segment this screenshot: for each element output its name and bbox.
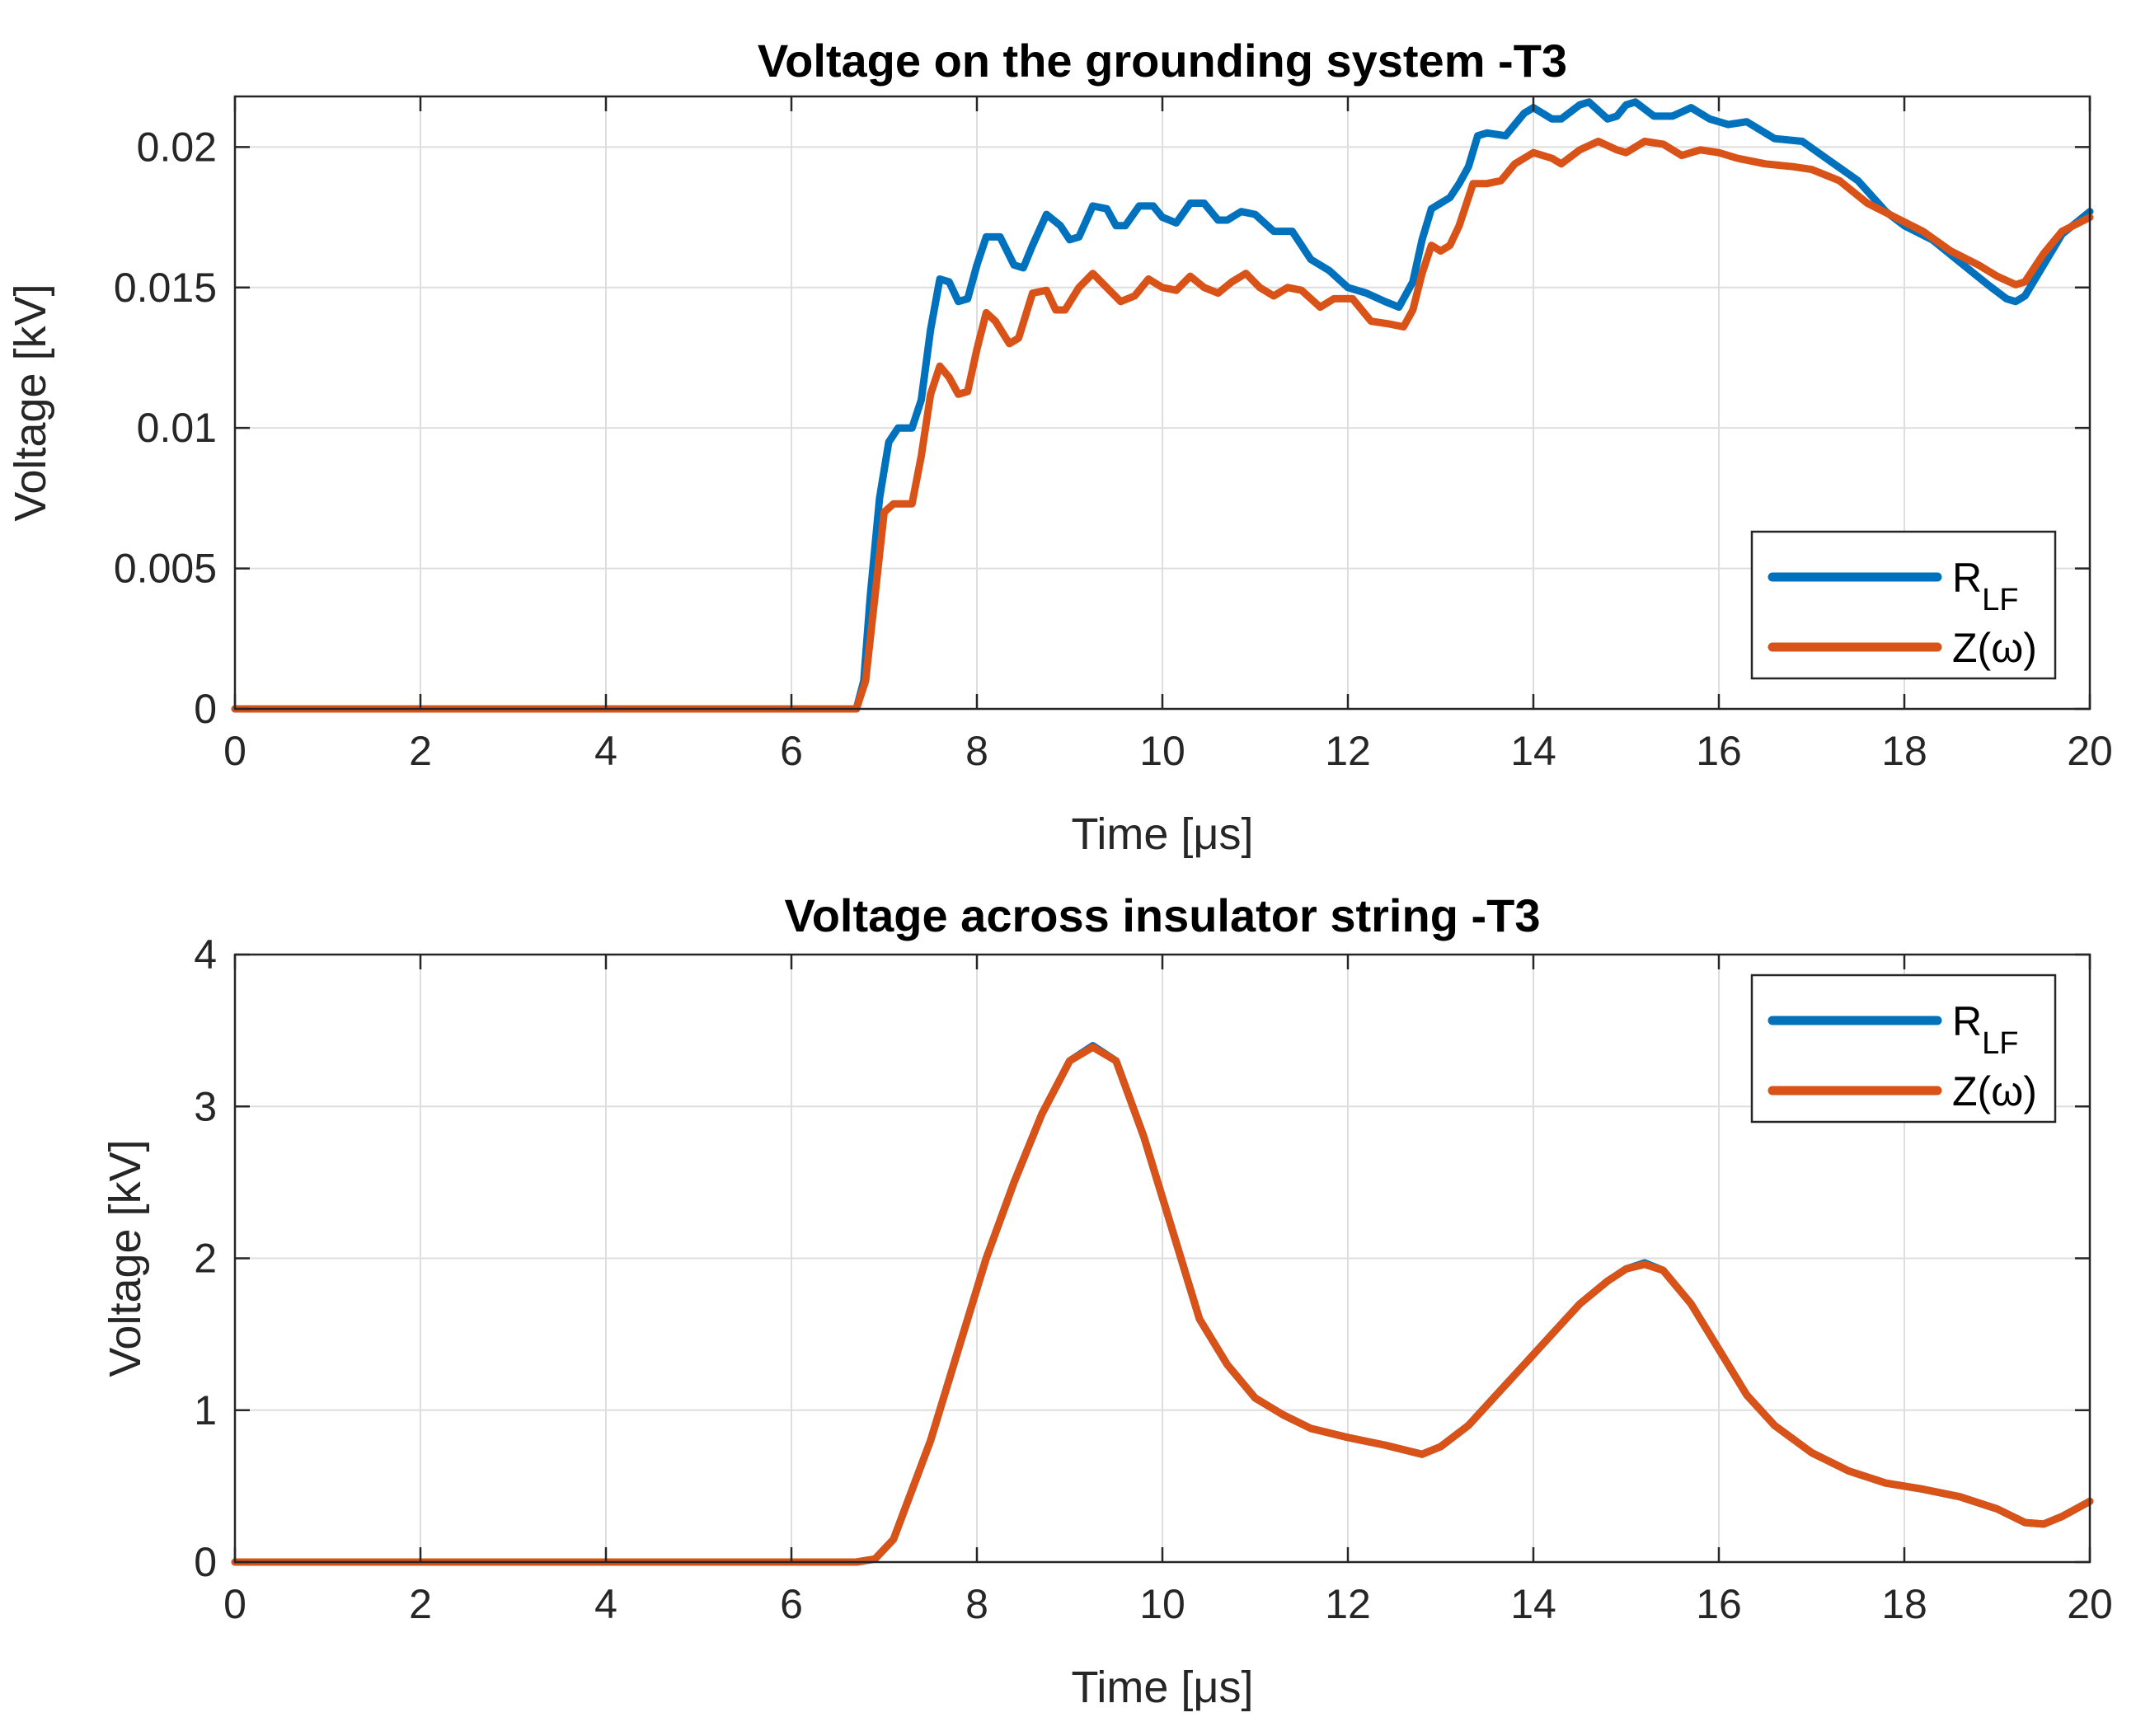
x-tick-label: 0 [223,728,246,774]
x-tick-label: 16 [1696,1581,1742,1627]
chart-title: Voltage on the grounding system -T3 [758,35,1567,87]
x-tick-label: 2 [409,1581,432,1627]
x-tick-label: 18 [1881,1581,1927,1627]
x-tick-label: 4 [594,728,617,774]
x-tick-label: 10 [1139,728,1185,774]
x-tick-label: 20 [2067,1581,2113,1627]
x-tick-label: 6 [780,728,803,774]
x-tick-label: 14 [1510,1581,1556,1627]
x-tick-label: 8 [965,728,988,774]
x-tick-label: 4 [594,1581,617,1627]
y-axis-label: Voltage [kV] [6,284,55,521]
legend-label-rlf: RLF [1952,998,2018,1061]
series-line-z-omega [231,1043,2094,1566]
legend-label-z-omega: Z(ω) [1952,1068,2037,1114]
series-line-z-omega [231,138,2094,713]
x-tick-label: 20 [2067,728,2113,774]
series-line-rlf [231,98,2094,713]
y-axis-label: Voltage [kV] [101,1139,150,1377]
x-tick-label: 0 [223,1581,246,1627]
y-tick-label: 4 [194,931,217,978]
x-tick-label: 12 [1325,1581,1371,1627]
legend: RLF Z(ω) [1750,530,2057,680]
y-tick-label: 1 [194,1387,217,1433]
y-tick-label: 0.015 [114,265,217,311]
x-tick-label: 16 [1696,728,1742,774]
x-tick-label: 8 [965,1581,988,1627]
legend-label-rlf: RLF [1952,555,2018,617]
chart-grounding-voltage: 0 2 4 6 8 10 12 14 16 18 20 0 0.005 0.01 0.015 0.02 Volt… [6,35,2113,859]
x-tick-label: 18 [1881,728,1927,774]
y-tick-label: 0.01 [137,405,217,451]
x-tick-label: 6 [780,1581,803,1627]
y-tick-label: 0 [194,1539,217,1585]
x-axis-label: Time [μs] [1071,809,1253,859]
legend-box [1750,530,2057,680]
x-tick-label: 2 [409,728,432,774]
legend-label-z-omega: Z(ω) [1952,625,2037,671]
y-tick-label: 0 [194,686,217,732]
legend-box [1750,974,2057,1124]
y-tick-label: 3 [194,1083,217,1129]
chart-title: Voltage across insulator string -T3 [785,889,1541,941]
x-tick-label: 14 [1510,728,1556,774]
x-tick-label: 12 [1325,728,1371,774]
x-tick-label: 10 [1139,1581,1185,1627]
y-tick-label: 0.02 [137,124,217,170]
y-tick-label: 2 [194,1236,217,1282]
y-tick-label: 0.005 [114,546,217,592]
legend: RLF Z(ω) [1750,974,2057,1124]
x-axis-label: Time [μs] [1071,1663,1253,1712]
